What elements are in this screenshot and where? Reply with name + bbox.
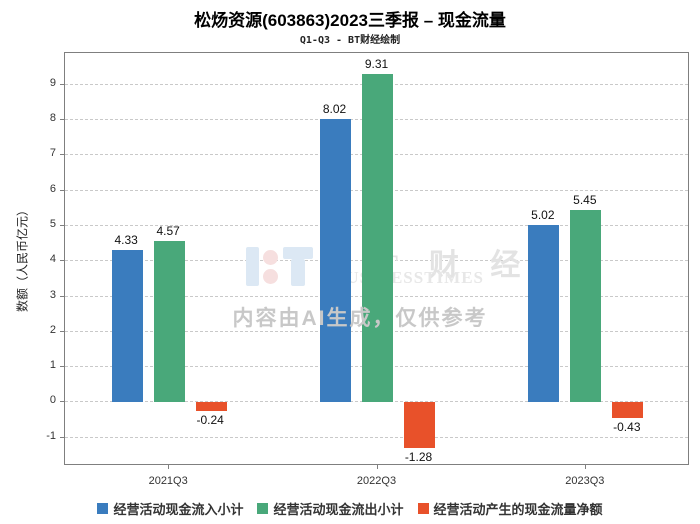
x-tick-mark (376, 465, 378, 469)
y-tick-label: 6 (49, 182, 56, 195)
y-tick-label: 7 (49, 147, 56, 160)
x-tick-mark (584, 465, 586, 469)
bar-value-label: -0.43 (613, 419, 641, 434)
y-tick-mark (60, 189, 64, 191)
bar-2023Q3-series0 (528, 225, 560, 403)
watermark-disclaimer: 内容由AI生成，仅供参考 (232, 307, 488, 330)
y-tick-label: 4 (49, 253, 56, 266)
bar-value-label: 8.02 (322, 102, 347, 117)
watermark-brand-en: BUSINESSTIMES (334, 268, 485, 287)
bar-2021Q3-series1 (153, 241, 185, 403)
legend: 经营活动现金流入小计 经营活动现金流出小计 经营活动产生的现金流量净额 (0, 499, 700, 518)
bt-logo-dot-icon (263, 250, 278, 265)
y-tick-label: 8 (49, 112, 56, 125)
y-tick-label: 1 (49, 359, 56, 372)
bar-value-label: -0.24 (196, 412, 224, 427)
legend-swatch-icon (97, 503, 109, 514)
bar-2022Q3-series0 (320, 119, 351, 403)
chart-subtitle: Q1-Q3 - BT财经绘制 (299, 35, 401, 46)
y-tick-mark (60, 224, 64, 226)
legend-swatch-icon (257, 503, 269, 514)
bar-value-label: -1.28 (404, 449, 433, 464)
y-tick-mark (60, 119, 64, 121)
y-tick-mark (60, 154, 64, 156)
y-tick-mark (60, 436, 64, 438)
bar-value-label: 4.33 (114, 232, 138, 247)
y-tick-label: 9 (49, 76, 56, 89)
bt-logo-t-icon (291, 259, 305, 286)
y-tick-label: 0 (49, 394, 56, 407)
y-tick-mark (60, 260, 64, 262)
y-tick-mark (60, 83, 64, 85)
gridline-y-1 (65, 436, 688, 438)
bar-value-label: 9.31 (364, 56, 389, 71)
bar-2023Q3-series1 (570, 210, 602, 403)
bt-logo-t-icon (283, 247, 313, 259)
bar-2021Q3-series0 (111, 249, 143, 403)
x-tick-label: 2023Q3 (565, 475, 605, 487)
x-tick-mark (168, 465, 170, 469)
bar-value-label: 5.02 (531, 208, 555, 223)
legend-swatch-icon (417, 503, 429, 514)
bt-logo-bar-icon (246, 247, 259, 286)
y-tick-label: 3 (49, 288, 56, 301)
y-tick-mark (60, 295, 64, 297)
bar-value-label: 4.57 (156, 224, 180, 239)
x-tick-label: 2021Q3 (148, 475, 188, 487)
y-tick-label: 2 (49, 323, 56, 336)
bar-2021Q3-series2 (195, 402, 227, 411)
y-tick-mark (60, 401, 64, 403)
y-tick-mark (60, 330, 64, 332)
bt-logo-dot-icon (263, 269, 278, 284)
y-tick-label: -1 (46, 429, 56, 442)
bar-2023Q3-series2 (612, 402, 644, 418)
legend-label: 经营活动现金流入小计 (113, 502, 244, 517)
legend-item-1: 经营活动现金流出小计 (257, 499, 404, 518)
y-tick-label: 5 (49, 217, 56, 230)
legend-label: 经营活动产生的现金流量净额 (433, 502, 603, 517)
y-axis-title: 数额（人民币亿元） (15, 203, 30, 313)
watermark-brand-cn: B T 财 经 (327, 249, 533, 282)
y-tick-mark (60, 366, 64, 368)
legend-item-2: 经营活动产生的现金流量净额 (417, 499, 603, 518)
bar-2022Q3-series2 (404, 402, 435, 448)
legend-item-0: 经营活动现金流入小计 (97, 499, 243, 518)
plot-area (64, 52, 689, 465)
legend-label: 经营活动现金流出小计 (273, 502, 404, 517)
chart-title: 松炀资源(603863)2023三季报 – 现金流量 (194, 11, 506, 30)
x-tick-label: 2022Q3 (356, 475, 397, 487)
bar-value-label: 5.45 (573, 193, 597, 208)
bar-2022Q3-series1 (362, 73, 393, 403)
